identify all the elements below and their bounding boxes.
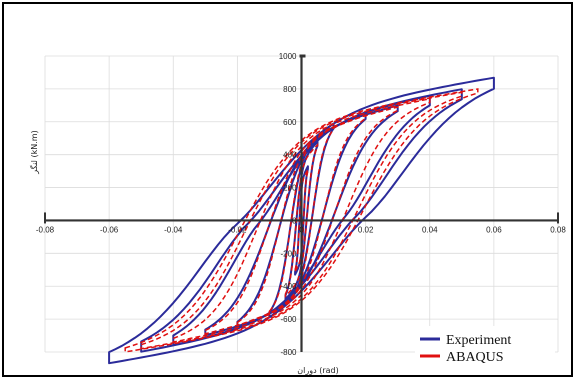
y-tick-label-0: 1000 [279,52,297,61]
legend-background [415,326,555,366]
x-tick-label-5: 0.02 [358,225,374,234]
y-tick-label-3: 400 [283,151,297,160]
x-tick-label-4: 0 [299,225,304,234]
legend-label-abaqus: ABAQUS [446,350,504,365]
x-tick-label-0: -0.08 [36,225,55,234]
y-tick-label-7: -400 [280,282,297,291]
y-tick-label-2: 600 [283,118,297,127]
experiment-loop-7 [108,76,495,365]
x-tick-label-6: 0.04 [422,225,438,234]
abaqus-loop-5 [172,97,431,344]
y-axis-label: لنگر (kN.m) [29,130,39,174]
y-tick-label-5: 0 [292,216,297,225]
x-tick-label-8: 0.08 [550,225,566,234]
legend: Experiment ABAQUS [415,326,555,366]
y-tick-label-4: 200 [283,184,297,193]
y-tick-label-6: -200 [280,249,297,258]
y-tick-label-8: -600 [280,315,297,324]
y-tick-label-1: 800 [283,85,297,94]
legend-label-experiment: Experiment [446,333,511,348]
tick-labels: -0.08 -0.06 -0.04 -0.02 0 0.02 0.04 0.06 0.08 100… [36,52,566,357]
chart-frame [2,2,573,377]
x-tick-label-1: -0.06 [100,225,119,234]
x-tick-label-7: 0.06 [486,225,502,234]
x-tick-label-2: -0.04 [164,225,183,234]
x-axis-label: دوران (rad) [297,366,338,375]
x-tick-label-3: -0.02 [228,225,247,234]
y-tick-label-9: -800 [280,348,297,357]
axes [44,54,559,352]
